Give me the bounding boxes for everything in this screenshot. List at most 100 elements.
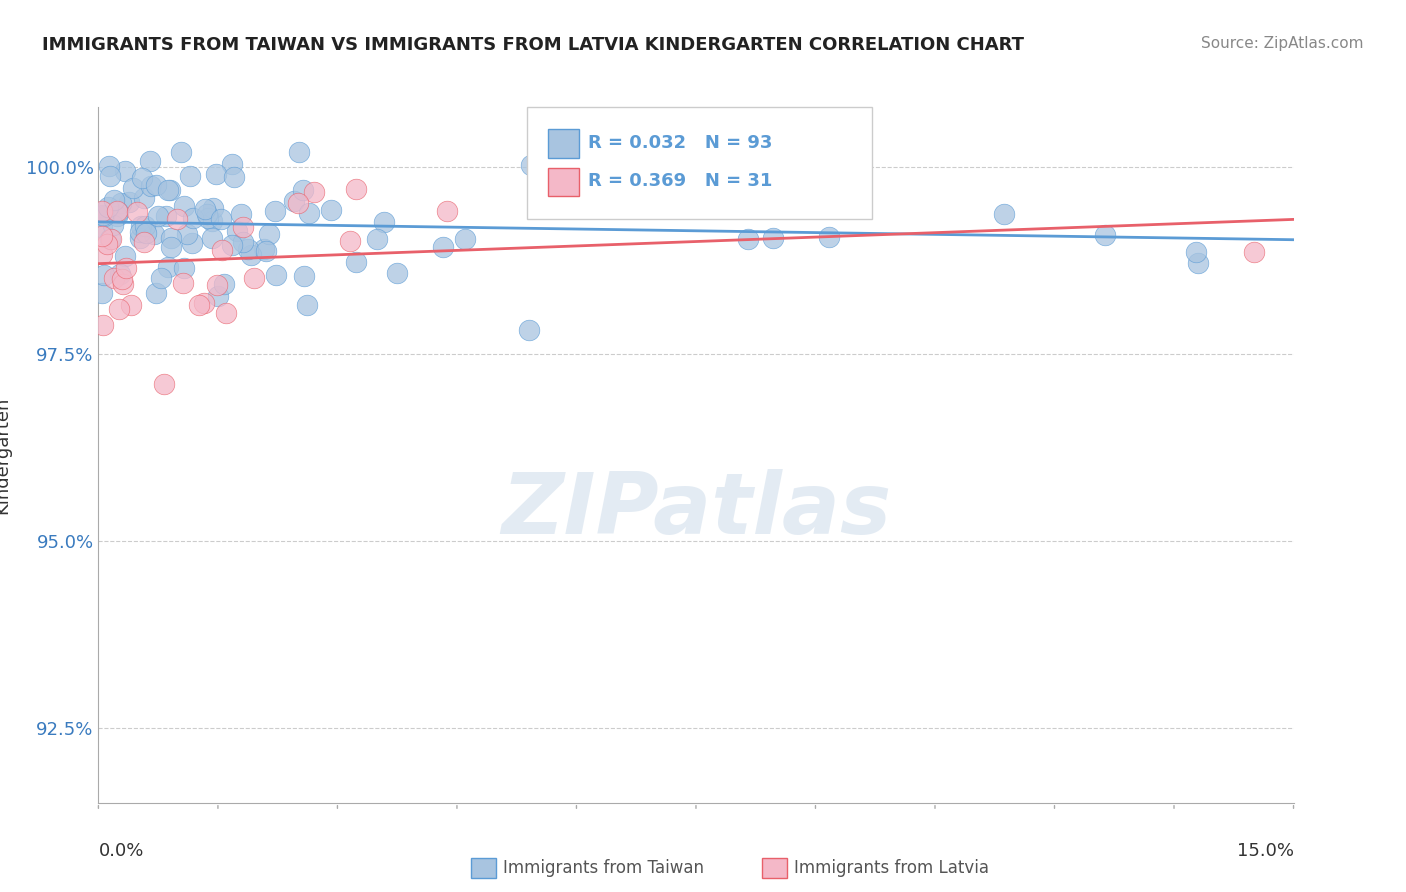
Point [231, 207, 253, 221]
Point [232, 235, 254, 249]
Point [127, 204, 149, 219]
Point [231, 219, 253, 234]
Point [212, 277, 235, 291]
Point [108, 267, 131, 281]
Text: IMMIGRANTS FROM TAIWAN VS IMMIGRANTS FROM LATVIA KINDERGARTEN CORRELATION CHART: IMMIGRANTS FROM TAIWAN VS IMMIGRANTS FRO… [42, 36, 1024, 54]
Point [110, 196, 132, 211]
Point [96, 237, 118, 252]
Point [287, 195, 309, 210]
Point [205, 167, 228, 181]
Point [135, 226, 157, 240]
Point [101, 218, 124, 232]
Point [180, 236, 202, 251]
Point [201, 214, 224, 228]
Point [155, 209, 177, 223]
Point [263, 203, 285, 218]
Point [181, 211, 204, 226]
Point [145, 285, 167, 300]
Point [993, 207, 1015, 221]
Point [454, 231, 477, 245]
Point [129, 219, 152, 233]
Point [195, 207, 218, 221]
Point [188, 298, 211, 312]
Point [111, 272, 134, 286]
Point [373, 215, 395, 229]
Text: Immigrants from Latvia: Immigrants from Latvia [794, 859, 990, 877]
Point [344, 254, 367, 268]
Point [201, 231, 224, 245]
Text: Source: ZipAtlas.com: Source: ZipAtlas.com [1201, 36, 1364, 51]
Point [254, 244, 277, 258]
Point [105, 203, 128, 218]
Text: 0.0%: 0.0% [98, 842, 143, 860]
Point [131, 170, 153, 185]
Point [225, 223, 247, 237]
Point [166, 212, 188, 227]
Point [252, 243, 274, 257]
Text: ZIPatlas: ZIPatlas [501, 469, 891, 552]
Point [209, 212, 232, 227]
Point [243, 270, 266, 285]
Point [122, 181, 145, 195]
Point [115, 261, 138, 276]
Point [366, 232, 388, 246]
Point [143, 227, 166, 242]
Point [134, 191, 156, 205]
Point [302, 186, 325, 200]
Point [139, 153, 162, 168]
Point [153, 376, 176, 391]
Point [91, 219, 114, 234]
Point [103, 193, 125, 207]
Point [517, 323, 540, 337]
Point [129, 225, 152, 239]
Point [98, 159, 121, 173]
Point [120, 298, 142, 312]
Point [91, 318, 114, 332]
Point [111, 277, 134, 291]
Point [91, 246, 114, 260]
Text: 15.0%: 15.0% [1236, 842, 1294, 860]
Point [173, 199, 195, 213]
Point [344, 182, 367, 196]
Point [762, 231, 785, 245]
Point [211, 243, 233, 257]
Point [103, 271, 125, 285]
Point [1243, 244, 1265, 259]
Point [105, 209, 128, 223]
Y-axis label: Kindergarten: Kindergarten [0, 396, 11, 514]
Point [194, 202, 217, 216]
Text: R = 0.032   N = 93: R = 0.032 N = 93 [588, 134, 772, 152]
Point [100, 231, 122, 245]
Point [98, 232, 121, 246]
Text: Immigrants from Taiwan: Immigrants from Taiwan [503, 859, 704, 877]
Point [172, 276, 194, 290]
Point [150, 271, 173, 285]
Point [98, 169, 121, 183]
Point [134, 219, 156, 233]
Point [93, 209, 115, 223]
Point [205, 278, 228, 293]
Point [146, 209, 169, 223]
Point [91, 286, 114, 301]
Point [319, 202, 342, 217]
Point [132, 235, 155, 250]
Point [108, 302, 131, 317]
Point [283, 194, 305, 208]
Point [737, 232, 759, 246]
Point [97, 200, 120, 214]
Point [238, 242, 260, 256]
Point [1187, 256, 1209, 270]
Point [436, 204, 458, 219]
Point [287, 145, 309, 159]
Point [292, 268, 315, 283]
Point [91, 208, 114, 222]
Point [221, 238, 243, 252]
Point [828, 145, 851, 159]
Point [818, 230, 841, 244]
Point [215, 306, 238, 320]
Point [207, 289, 229, 303]
Point [91, 229, 114, 244]
Point [202, 201, 225, 215]
Point [221, 157, 243, 171]
Point [297, 298, 319, 312]
